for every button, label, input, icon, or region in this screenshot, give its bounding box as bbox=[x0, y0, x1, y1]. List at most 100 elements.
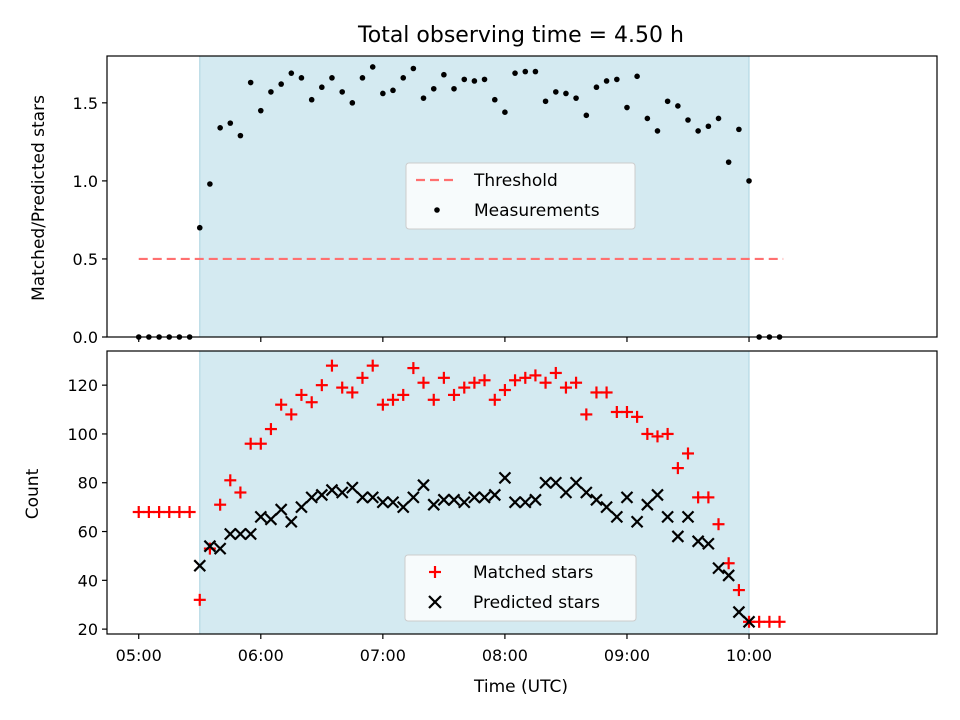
predicted-star-point bbox=[732, 605, 746, 619]
measurement-point bbox=[512, 70, 518, 76]
y-tick-label: 0.5 bbox=[73, 250, 98, 269]
measurement-point bbox=[298, 75, 305, 81]
measurement-point bbox=[593, 84, 600, 91]
predicted-star-point bbox=[600, 500, 613, 514]
matched-star-point bbox=[529, 369, 542, 382]
measurement-point bbox=[278, 81, 284, 87]
matched-star-point bbox=[346, 386, 359, 399]
measurement-point bbox=[522, 68, 529, 75]
measurement-point bbox=[644, 115, 651, 122]
matched-star-point bbox=[559, 381, 572, 394]
x-axis-label: Time (UTC) bbox=[473, 677, 568, 697]
predicted-star-point bbox=[671, 530, 685, 543]
measurement-point bbox=[339, 89, 346, 95]
matched-star-point bbox=[600, 386, 613, 399]
matched-star-point bbox=[142, 506, 155, 519]
measurement-point bbox=[288, 70, 295, 76]
y-tick-label: 20 bbox=[78, 620, 98, 639]
measurement-point bbox=[400, 75, 407, 81]
x-tick-label: 09:00 bbox=[604, 646, 650, 665]
measurement-point bbox=[420, 95, 427, 101]
measurement-point bbox=[196, 224, 203, 231]
matched-star-point bbox=[702, 491, 715, 504]
matched-star-point bbox=[773, 615, 786, 628]
measurement-point bbox=[247, 79, 254, 86]
matched-star-point bbox=[712, 518, 725, 531]
measurement-point bbox=[390, 87, 396, 94]
predicted-star-point bbox=[712, 561, 725, 575]
matched-star-point bbox=[193, 593, 206, 606]
measurement-point bbox=[237, 132, 244, 139]
predicted-star-point bbox=[274, 503, 288, 516]
predicted-star-point bbox=[457, 495, 471, 509]
y-tick-label: 1.0 bbox=[73, 172, 98, 191]
predicted-star-point bbox=[651, 488, 664, 502]
matched-star-point bbox=[417, 376, 430, 389]
measurement-point bbox=[308, 96, 315, 103]
measurement-point bbox=[725, 159, 732, 165]
matched-star-point bbox=[631, 410, 644, 423]
matched-star-point bbox=[366, 359, 379, 372]
matched-star-point bbox=[732, 584, 745, 597]
predicted-star-point bbox=[234, 527, 247, 541]
predicted-star-point bbox=[569, 476, 583, 490]
matched-star-point bbox=[325, 359, 338, 372]
predicted-star-point bbox=[203, 539, 217, 553]
measurement-point bbox=[624, 104, 630, 111]
predicted-star-point bbox=[325, 483, 339, 497]
measurement-point bbox=[380, 90, 386, 97]
predicted-star-point bbox=[498, 471, 512, 485]
matched-star-point bbox=[427, 393, 440, 406]
legend-label-matched: Matched stars bbox=[473, 563, 593, 583]
measurement-point bbox=[257, 107, 264, 114]
predicted-star-point bbox=[539, 476, 552, 490]
measurement-point bbox=[461, 76, 468, 83]
measurement-point bbox=[542, 98, 549, 105]
predicted-star-point bbox=[529, 493, 542, 507]
matched-star-point bbox=[763, 615, 776, 628]
predicted-star-point bbox=[691, 535, 705, 548]
matched-star-point bbox=[386, 393, 399, 406]
matched-star-point bbox=[671, 462, 684, 475]
matched-star-point bbox=[458, 381, 471, 394]
matched-star-point bbox=[570, 376, 583, 389]
measurement-point bbox=[349, 100, 356, 106]
matched-star-point bbox=[722, 557, 735, 570]
matched-star-point bbox=[682, 447, 694, 460]
measurement-point bbox=[369, 64, 376, 70]
matched-star-point bbox=[498, 384, 511, 397]
measurement-point bbox=[715, 115, 722, 122]
measurement-point bbox=[664, 98, 671, 105]
matched-star-point bbox=[315, 379, 328, 392]
predicted-star-point bbox=[681, 510, 695, 524]
matched-star-point bbox=[397, 388, 410, 401]
matched-star-point bbox=[153, 506, 166, 519]
matched-star-point bbox=[580, 408, 593, 421]
matched-star-point bbox=[620, 405, 633, 418]
predicted-star-point bbox=[224, 527, 237, 541]
predicted-star-point bbox=[193, 559, 207, 572]
predicted-star-point bbox=[346, 481, 359, 494]
x-ticks: 05:00 06:00 07:00 08:00 09:00 10:00 bbox=[116, 634, 772, 665]
matched-star-point bbox=[692, 491, 705, 504]
matched-star-point bbox=[376, 398, 389, 411]
ratio-panel: 0.0 0.5 1.0 1.5 Matched/Predicted stars Thr… bbox=[29, 55, 938, 347]
predicted-star-point bbox=[559, 486, 573, 499]
star-count-points bbox=[132, 359, 786, 629]
measurement-point bbox=[553, 89, 559, 95]
x-tick-label: 10:00 bbox=[726, 646, 772, 665]
measurement-point bbox=[410, 65, 417, 72]
predicted-star-point bbox=[437, 493, 451, 507]
measurement-point bbox=[502, 109, 508, 115]
matched-star-point bbox=[549, 366, 562, 379]
measurement-point bbox=[563, 90, 569, 97]
predicted-star-point bbox=[376, 495, 390, 509]
matched-star-point bbox=[753, 615, 766, 628]
y-tick-label: 1.5 bbox=[73, 94, 98, 113]
measurement-point bbox=[227, 120, 234, 126]
y-axis-label: Matched/Predicted stars bbox=[29, 95, 49, 301]
count-panel: 20 40 60 80 100 120 05:00 06:00 07:00 08:00 09:00… bbox=[23, 350, 938, 697]
y-axis-label: Count bbox=[23, 468, 43, 519]
legend-label-measurements: Measurements bbox=[474, 201, 600, 221]
